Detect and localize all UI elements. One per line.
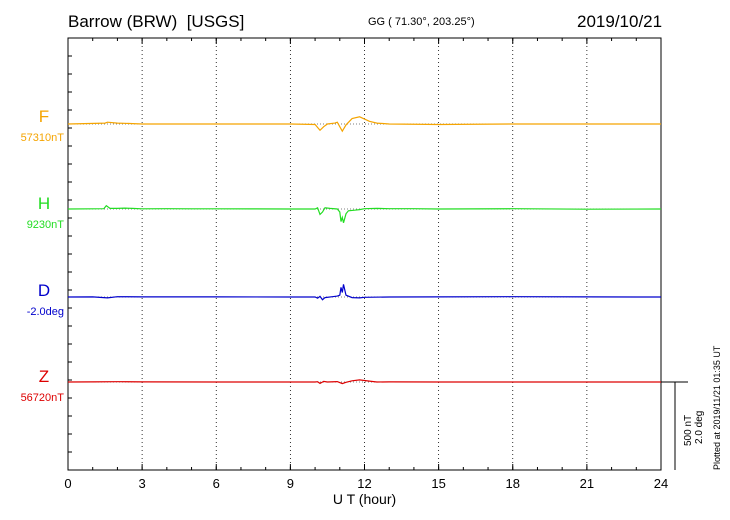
series-baseline-d: -2.0deg (27, 306, 64, 318)
x-tick-label: 3 (139, 476, 146, 491)
series-label-d: D (38, 281, 50, 300)
series-label-f: F (39, 107, 49, 126)
scale-deg-label: 2.0 deg (694, 410, 705, 444)
x-tick-label: 21 (580, 476, 594, 491)
series-baseline-h: 9230nT (27, 219, 65, 231)
x-tick-label: 6 (213, 476, 220, 491)
x-tick-label: 9 (287, 476, 294, 491)
series-baseline-z: 56720nT (21, 392, 65, 404)
series-label-z: Z (39, 367, 49, 386)
x-tick-label: 18 (506, 476, 520, 491)
series-label-h: H (38, 194, 50, 213)
data-source: [USGS] (186, 12, 245, 31)
station-title: Barrow (BRW) [USGS] (68, 12, 244, 32)
series-baseline-f: 57310nT (21, 132, 65, 144)
series-line-d (67, 284, 662, 301)
date-label: 2019/10/21 (577, 12, 663, 31)
plotted-timestamp: Plotted at 2019/11/21 01:35 UT (712, 345, 722, 470)
x-tick-label: 12 (357, 476, 371, 491)
x-tick-label: 0 (64, 476, 71, 491)
x-tick-label: 15 (431, 476, 445, 491)
station-name: Barrow (BRW) (68, 12, 178, 31)
coordinates: GG ( 71.30°, 203.25°) (368, 16, 475, 28)
series-line-h (67, 204, 662, 223)
x-axis-label: U T (hour) (333, 491, 396, 507)
x-tick-label: 24 (654, 476, 668, 491)
series-line-f (67, 116, 661, 133)
series-line-z (67, 379, 661, 385)
scale-nt-label: 500 nT (683, 414, 694, 446)
